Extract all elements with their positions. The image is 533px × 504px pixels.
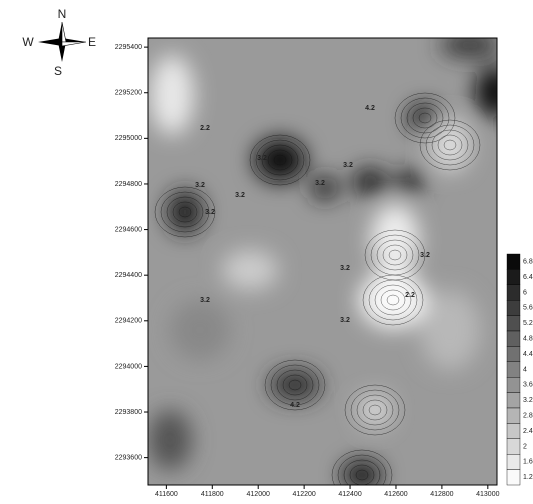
compass-s: S xyxy=(54,64,62,78)
x-tick-label: 412800 xyxy=(430,491,453,498)
legend-label: 3.2 xyxy=(523,397,533,404)
map-figure: N E S W 41160041180041200041220041240041… xyxy=(0,0,533,504)
contour-label: 2.2 xyxy=(405,292,415,299)
x-tick-label: 412200 xyxy=(292,491,315,498)
compass-w: W xyxy=(22,35,34,49)
legend-swatch xyxy=(507,393,520,408)
x-tick-label: 413000 xyxy=(476,491,499,498)
legend-label: 6.4 xyxy=(523,274,533,281)
field-blob xyxy=(359,394,391,426)
legend-swatch xyxy=(507,254,520,269)
legend-label: 4 xyxy=(523,366,527,373)
legend-label: 5.2 xyxy=(523,320,533,327)
legend-swatch xyxy=(507,316,520,331)
legend-swatch xyxy=(507,454,520,469)
legend-swatch xyxy=(507,423,520,438)
y-tick-label: 2294200 xyxy=(115,318,142,325)
legend-label: 6 xyxy=(523,289,527,296)
contour-label: 4.2 xyxy=(290,402,300,409)
field-blob xyxy=(170,300,230,360)
y-tick-label: 2293800 xyxy=(115,409,142,416)
legend-label: 1.6 xyxy=(523,459,533,466)
contour-label: 3.2 xyxy=(200,297,210,304)
compass-e: E xyxy=(88,35,96,49)
contour-label: 3.2 xyxy=(235,192,245,199)
field-blob xyxy=(150,55,194,135)
field-blob xyxy=(475,66,515,118)
field-blob xyxy=(430,119,470,171)
legend-swatch xyxy=(507,300,520,315)
x-tick-label: 412000 xyxy=(247,491,270,498)
field-blob xyxy=(420,290,480,370)
legend-label: 1.2 xyxy=(523,474,533,481)
contour-label: 3.2 xyxy=(420,252,430,259)
legend-swatch xyxy=(507,377,520,392)
contour-label: 4.2 xyxy=(365,105,375,112)
legend-swatch xyxy=(507,408,520,423)
legend-swatch xyxy=(507,362,520,377)
y-tick-label: 2294600 xyxy=(115,226,142,233)
y-tick-label: 2295000 xyxy=(115,135,142,142)
contour-label: 3.2 xyxy=(340,317,350,324)
legend-label: 6.8 xyxy=(523,259,533,266)
field-blob xyxy=(440,33,500,57)
contour-label: 2.2 xyxy=(200,125,210,132)
legend-swatch xyxy=(507,470,520,485)
y-tick-label: 2295400 xyxy=(115,44,142,51)
legend-swatch xyxy=(507,269,520,284)
field-blob xyxy=(222,250,278,290)
y-tick-label: 2293600 xyxy=(115,454,142,461)
legend-swatch xyxy=(507,439,520,454)
legend-label: 2.8 xyxy=(523,413,533,420)
legend-label: 5.6 xyxy=(523,305,533,312)
y-tick-label: 2294400 xyxy=(115,272,142,279)
y-tick-label: 2295200 xyxy=(115,90,142,97)
y-tick-label: 2294800 xyxy=(115,181,142,188)
contour-field xyxy=(148,33,515,500)
contour-label: 3.2 xyxy=(195,182,205,189)
legend-label: 4.8 xyxy=(523,336,533,343)
contour-label: 3.2 xyxy=(343,162,353,169)
x-tick-label: 411600 xyxy=(155,491,178,498)
y-tick-label: 2294000 xyxy=(115,363,142,370)
legend-swatch xyxy=(507,346,520,361)
legend-label: 4.4 xyxy=(523,351,533,358)
field-blob xyxy=(148,410,192,470)
contour-label: 3.2 xyxy=(315,180,325,187)
legend-swatch xyxy=(507,285,520,300)
legend-label: 3.6 xyxy=(523,382,533,389)
contour-label: 3.2 xyxy=(205,209,215,216)
x-tick-label: 412600 xyxy=(384,491,407,498)
compass-n: N xyxy=(58,7,67,21)
legend-label: 2 xyxy=(523,443,527,450)
field-blob xyxy=(396,170,424,194)
contour-label: 3.2 xyxy=(340,265,350,272)
x-tick-label: 411800 xyxy=(201,491,224,498)
compass: N E S W xyxy=(22,7,96,78)
legend-swatch xyxy=(507,331,520,346)
field-blob xyxy=(352,168,388,196)
contour-label: 3.2 xyxy=(257,155,267,162)
field-blob xyxy=(167,190,203,234)
legend-label: 2.4 xyxy=(523,428,533,435)
x-tick-label: 412400 xyxy=(338,491,361,498)
